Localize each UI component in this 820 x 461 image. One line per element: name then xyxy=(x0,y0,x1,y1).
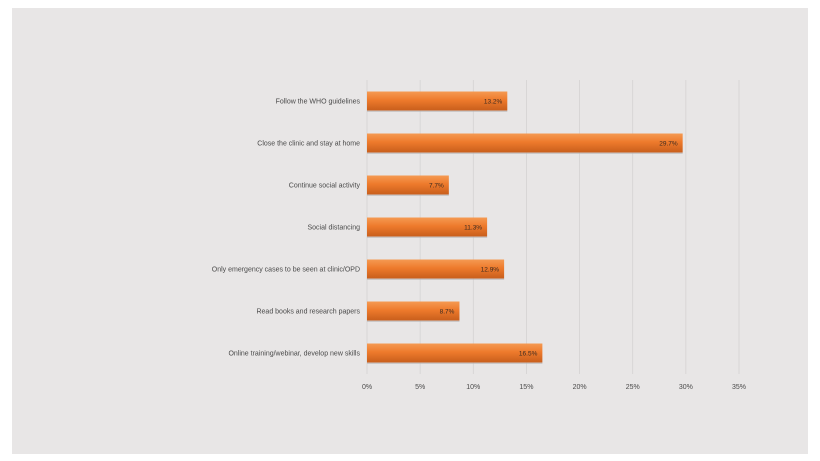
bar xyxy=(367,259,505,279)
x-axis-ticks: 0% 5% 10% 15% 20% 25% 30% 35% xyxy=(362,384,746,391)
x-tick-label: 0% xyxy=(362,384,372,391)
x-tick-label: 15% xyxy=(519,384,533,391)
category-label: Only emergency cases to be seen at clini… xyxy=(212,267,360,274)
bar xyxy=(367,217,488,237)
data-label: 12.9% xyxy=(481,267,500,274)
bar-shadow xyxy=(367,194,449,196)
category-labels: Follow the WHO guidelines Close the clini… xyxy=(212,99,361,358)
data-label: 7.7% xyxy=(429,183,444,190)
bar-shadow xyxy=(367,236,488,238)
x-tick-label: 25% xyxy=(626,384,640,391)
data-label: 11.3% xyxy=(464,225,482,232)
data-label: 13.2% xyxy=(484,99,503,106)
x-tick-label: 5% xyxy=(415,384,425,391)
category-label: Follow the WHO guidelines xyxy=(276,99,361,106)
data-label: 16.5% xyxy=(519,351,538,358)
bar-chart: Follow the WHO guidelines Close the clini… xyxy=(212,80,746,391)
category-label: Close the clinic and stay at home xyxy=(257,141,360,148)
x-tick-label: 35% xyxy=(732,384,746,391)
x-tick-label: 20% xyxy=(573,384,587,391)
bar xyxy=(367,91,508,111)
bar xyxy=(367,301,460,321)
chart-area: Follow the WHO guidelines Close the clini… xyxy=(12,8,808,454)
bar-shadow xyxy=(367,362,543,364)
bar xyxy=(367,175,449,195)
bar-shadow xyxy=(367,110,508,112)
bar xyxy=(367,343,543,363)
data-labels: 13.2% 29.7% 7.7% 11.3% 12.9% 8.7% 16.5% xyxy=(429,99,678,358)
bars xyxy=(367,91,683,364)
bar-shadow xyxy=(367,320,460,322)
bar-shadow xyxy=(367,152,683,154)
x-tick-label: 30% xyxy=(679,384,693,391)
category-label: Online training/webinar, develop new ski… xyxy=(228,351,360,358)
bar-shadow xyxy=(367,278,505,280)
category-label: Read books and research papers xyxy=(256,309,360,316)
category-label: Social distancing xyxy=(307,225,360,232)
x-tick-label: 10% xyxy=(466,384,480,391)
data-label: 29.7% xyxy=(659,141,678,148)
category-label: Continue social activity xyxy=(289,183,361,190)
bar xyxy=(367,133,683,153)
data-label: 8.7% xyxy=(440,309,455,316)
